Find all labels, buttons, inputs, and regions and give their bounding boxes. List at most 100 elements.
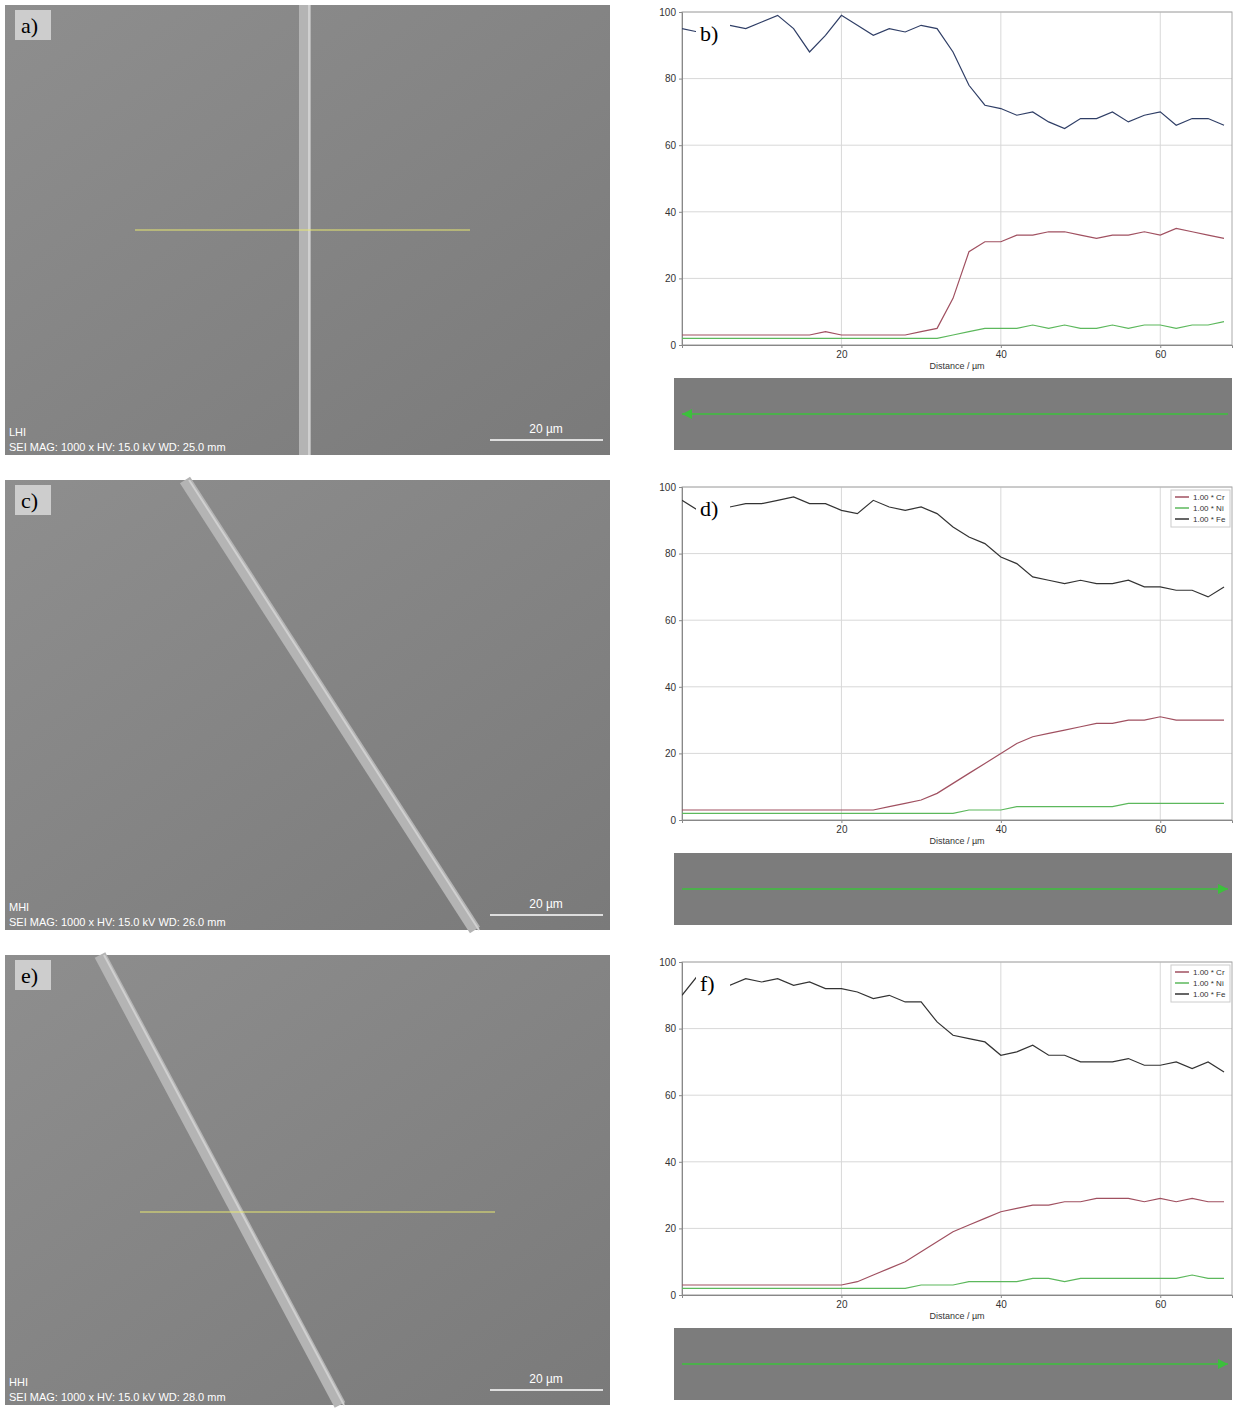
sample-label: HHI (9, 1376, 28, 1388)
series-line (682, 1198, 1224, 1285)
grid-line (682, 620, 1232, 621)
grid-line (1000, 962, 1001, 1295)
tick-mark (1160, 1295, 1161, 1298)
sem-image (5, 5, 610, 455)
tick-mark (679, 554, 682, 555)
tick-label: 20 (836, 1299, 848, 1310)
grid-line (682, 78, 1232, 79)
strip-image (674, 1328, 1232, 1400)
tick-label: 100 (659, 7, 676, 18)
strip-scan-line (682, 413, 1228, 415)
grid-line (1000, 12, 1001, 345)
tick: 100 (659, 7, 682, 18)
tick-mark (679, 620, 682, 621)
strip-image (674, 378, 1232, 450)
tick-label: 20 (665, 748, 677, 759)
sem-image (5, 955, 610, 1405)
tick: 20 (836, 1295, 848, 1310)
tick: 20 (665, 1223, 682, 1234)
tick: 40 (996, 345, 1008, 360)
strip-arrow (1218, 1359, 1228, 1369)
tick-label: 20 (836, 824, 848, 835)
series-group (682, 15, 1224, 338)
label-patch (15, 485, 51, 515)
tick-label: 100 (659, 957, 676, 968)
tick: 40 (996, 820, 1008, 835)
tick-label: 60 (1155, 824, 1167, 835)
axis-line (683, 346, 1233, 349)
tick: 60 (1155, 820, 1167, 835)
x-axis-title: Distance / µm (929, 361, 984, 371)
strip-scan-line (682, 888, 1228, 890)
x-axis: 204060 (683, 1295, 1233, 1310)
line-chart: 204060020406080100Distance / µmb) (659, 7, 1232, 450)
scale-bar (490, 439, 603, 441)
grid-line (682, 1028, 1232, 1029)
strip-arrow (1218, 884, 1228, 894)
tick-label: 20 (665, 1223, 677, 1234)
tick: 20 (836, 345, 848, 360)
scale-bar (490, 1389, 603, 1391)
grid-line (1160, 487, 1161, 820)
grid-line (841, 12, 842, 345)
tick-mark (679, 1029, 682, 1030)
tick-label: 20 (836, 349, 848, 360)
interface-edge (104, 955, 344, 1405)
x-axis-title: Distance / µm (929, 836, 984, 846)
grid-line (1000, 487, 1001, 820)
y-axis: 0 20 40 60 80 100 (659, 7, 682, 351)
series-line (682, 15, 1224, 128)
tick: 60 (1155, 1295, 1167, 1310)
series-group (682, 969, 1224, 1289)
tick-mark (841, 1295, 842, 1298)
tick-label: 40 (996, 824, 1008, 835)
tick: 20 (665, 748, 682, 759)
tick-mark (679, 345, 682, 346)
grid-line (682, 211, 1232, 212)
grid-line (841, 962, 842, 1295)
legend-box (1171, 490, 1230, 527)
tick-mark (679, 753, 682, 754)
tick-mark (679, 145, 682, 146)
tick: 20 (665, 273, 682, 284)
grid-line (682, 553, 1232, 554)
tick-mark (679, 487, 682, 488)
legend-swatch (1175, 971, 1189, 973)
panel-label: a) (21, 13, 38, 38)
line-chart: 204060020406080100Distance / µmd)1.00 * … (659, 482, 1232, 925)
tick-mark (1001, 345, 1002, 348)
tick-mark (679, 12, 682, 13)
tick: 40 (665, 1157, 682, 1168)
scale-bar-label: 20 µm (529, 1372, 563, 1386)
tick: 60 (665, 140, 682, 151)
tick-label: 40 (996, 349, 1008, 360)
plot-frame (682, 12, 1232, 345)
sem-panel: e)HHISEI MAG: 1000 x HV: 15.0 kV WD: 28.… (5, 955, 610, 1405)
tick: 40 (665, 207, 682, 218)
tick-label: 60 (665, 1090, 677, 1101)
series-group (682, 497, 1224, 813)
tick-mark (679, 820, 682, 821)
tick-label: 60 (665, 140, 677, 151)
legend-label: 1.00 * Cr (1193, 968, 1225, 977)
series-line (682, 969, 1224, 1072)
panel-label: d) (700, 496, 718, 521)
plot-frame (682, 962, 1232, 1295)
interface-band (185, 480, 475, 930)
tick: 100 (659, 482, 682, 493)
tick: 80 (665, 73, 682, 84)
series-line (682, 228, 1224, 335)
tick: 20 (836, 820, 848, 835)
tick: 0 (670, 340, 682, 351)
grid-line (682, 753, 1232, 754)
grid-line (682, 1161, 1232, 1162)
linescan-strip (674, 853, 1232, 925)
grid-line (1160, 12, 1161, 345)
grid-line (682, 1228, 1232, 1229)
tick: 60 (1155, 345, 1167, 360)
grid-line (682, 1095, 1232, 1096)
grid-line (682, 686, 1232, 687)
tick-mark (1160, 820, 1161, 823)
y-axis: 020406080100 (659, 957, 682, 1301)
tick-label: 60 (665, 615, 677, 626)
